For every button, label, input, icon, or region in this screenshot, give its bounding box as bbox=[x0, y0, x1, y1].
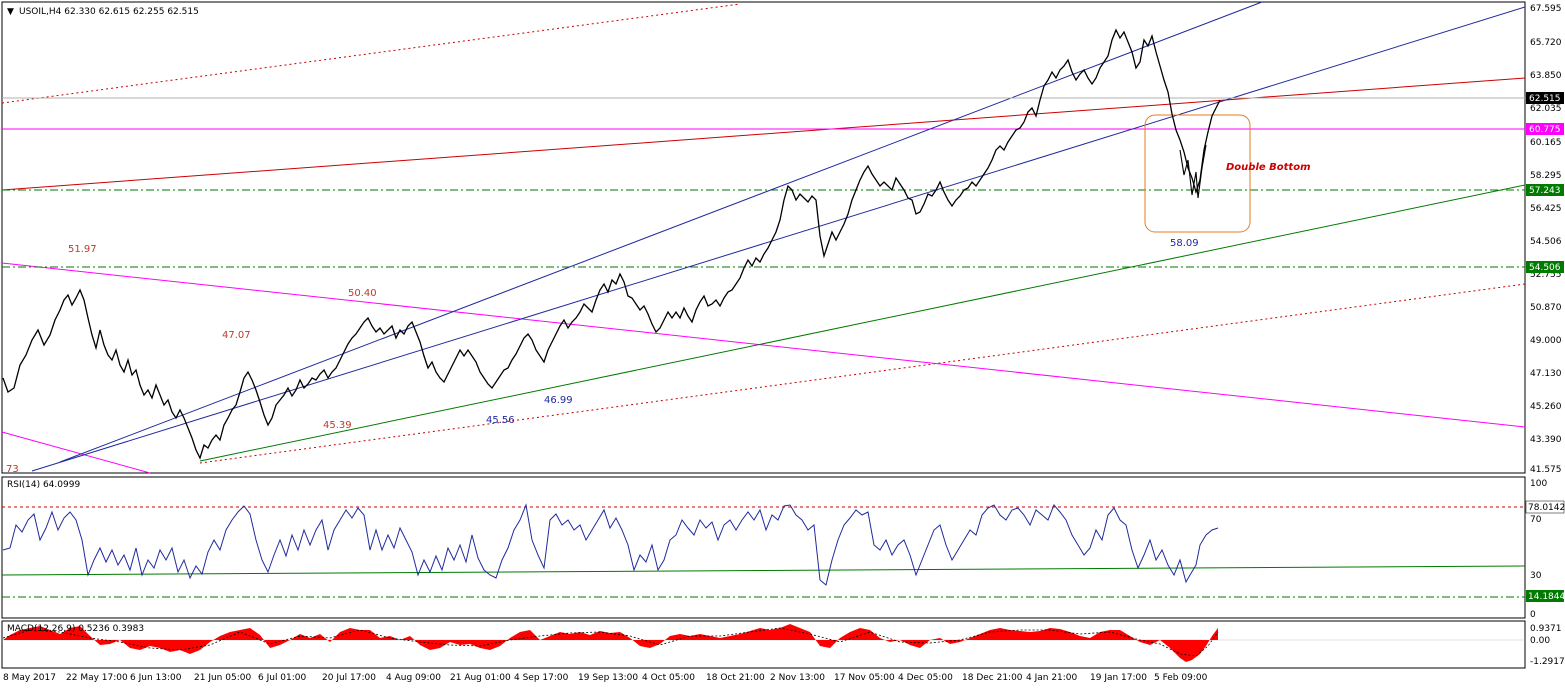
annotation-label: 46.99 bbox=[544, 395, 573, 406]
price-axis-label: 41.575 bbox=[1530, 465, 1562, 475]
double-bottom-wicks bbox=[1179, 144, 1207, 199]
rsi-axis-label: 70 bbox=[1530, 515, 1542, 525]
time-axis-label: 18 Dec 21:00 bbox=[962, 673, 1023, 683]
price-axis-label: 58.295 bbox=[1530, 171, 1562, 181]
time-axis-label: 5 Feb 09:00 bbox=[1154, 673, 1208, 683]
macd-title: MACD(12,26,9) 0.5236 0.3983 bbox=[7, 624, 144, 634]
rsi-axis-label: 30 bbox=[1530, 571, 1542, 581]
price-axis-label: 67.595 bbox=[1530, 4, 1562, 14]
symbol-title: USOIL,H4 62.330 62.615 62.255 62.515 bbox=[19, 7, 199, 17]
rsi-level-tag bbox=[1525, 500, 1565, 514]
rsi-panel[interactable] bbox=[1, 476, 1526, 619]
green-trendline bbox=[199, 184, 1526, 462]
time-axis-label: 4 Jan 21:00 bbox=[1026, 673, 1078, 683]
price-axis-label: 56.425 bbox=[1530, 204, 1562, 214]
level-tag bbox=[1526, 184, 1564, 196]
time-axis-label: 4 Aug 09:00 bbox=[386, 673, 441, 683]
price-axis-label: 47.130 bbox=[1530, 369, 1562, 379]
time-axis-label: 20 Jul 17:00 bbox=[322, 673, 376, 683]
annotation-label: 51.97 bbox=[68, 244, 97, 255]
channel-upper-line bbox=[59, 1, 1263, 463]
price-axis-label: 43.390 bbox=[1530, 435, 1562, 445]
rsi-axis-label: 0 bbox=[1530, 610, 1536, 620]
time-axis-label: 4 Dec 05:00 bbox=[898, 673, 953, 683]
annotation-label: 58.09 bbox=[1170, 238, 1199, 249]
time-axis-label: 19 Jan 17:00 bbox=[1090, 673, 1147, 683]
level-tag bbox=[1526, 123, 1564, 135]
price-axis-label: 62.035 bbox=[1530, 104, 1562, 114]
price-axis-label: 54.506 bbox=[1530, 237, 1562, 247]
time-axis-label: 4 Sep 17:00 bbox=[514, 673, 569, 683]
annotation-label: 73 bbox=[6, 464, 19, 475]
rsi-level-tag-text: 78.0142 bbox=[1528, 503, 1565, 513]
time-axis-label: 21 Aug 01:00 bbox=[450, 673, 511, 683]
time-axis-label: 2 Nov 13:00 bbox=[770, 673, 825, 683]
time-axis-label: 17 Nov 05:00 bbox=[834, 673, 895, 683]
time-axis-label: 6 Jun 13:00 bbox=[130, 673, 182, 683]
price-axis-label: 50.870 bbox=[1530, 303, 1562, 313]
price-axis-label: 63.850 bbox=[1530, 71, 1562, 81]
level-tag-text: 60.775 bbox=[1529, 125, 1561, 135]
rsi-series bbox=[2, 503, 1219, 586]
time-axis-label: 21 Jun 05:00 bbox=[194, 673, 251, 683]
price-axis-label: 45.260 bbox=[1530, 402, 1562, 412]
rsi-level-tag-text: 14.1844 bbox=[1528, 592, 1565, 602]
time-axis-label: 22 May 17:00 bbox=[66, 673, 128, 683]
time-axis-label: 19 Sep 13:00 bbox=[578, 673, 638, 683]
double-bottom-label: Double Bottom bbox=[1226, 162, 1310, 173]
price-axis-label: 65.720 bbox=[1530, 38, 1562, 48]
annotation-label: 47.07 bbox=[222, 330, 251, 341]
double-bottom-box bbox=[1144, 114, 1251, 233]
time-axis-label: 6 Jul 01:00 bbox=[258, 673, 307, 683]
upper-dashed-trendline bbox=[1, 3, 741, 104]
time-axis-label: 4 Oct 05:00 bbox=[642, 673, 695, 683]
price-axis-label: 52.755 bbox=[1530, 270, 1562, 280]
rsi-axis-label: 100 bbox=[1530, 479, 1547, 489]
time-axis-label: 18 Oct 21:00 bbox=[706, 673, 765, 683]
price-axis-label: 60.165 bbox=[1530, 138, 1562, 148]
price-axis-label: 49.000 bbox=[1530, 336, 1562, 346]
price-candles-series bbox=[2, 28, 1221, 460]
red-trendline bbox=[1, 77, 1526, 191]
level-tag-text: 54.506 bbox=[1529, 263, 1561, 273]
time-axis-label: 8 May 2017 bbox=[3, 673, 56, 683]
macd-axis-label: 0.00 bbox=[1530, 636, 1550, 646]
macd-axis-label: -1.2917 bbox=[1530, 657, 1565, 667]
rsi-trendline bbox=[1, 565, 1526, 576]
current-price-text: 62.515 bbox=[1529, 94, 1561, 104]
annotation-label: 50.40 bbox=[348, 288, 377, 299]
macd-panel[interactable] bbox=[1, 620, 1526, 669]
channel-lower-line bbox=[31, 6, 1526, 472]
annotation-label: 45.56 bbox=[486, 415, 515, 426]
price-axis: 67.595 65.720 63.850 62.035 60.165 58.29… bbox=[1526, 4, 1564, 475]
time-axis: 8 May 2017 22 May 17:00 6 Jun 13:00 21 J… bbox=[3, 673, 1208, 683]
magenta-trendline bbox=[1, 262, 1526, 428]
rsi-level-tag bbox=[1526, 590, 1564, 602]
annotation-label: 45.39 bbox=[323, 420, 352, 431]
rsi-title: RSI(14) 64.0999 bbox=[7, 480, 80, 490]
chart-collapse-icon[interactable]: ▼ bbox=[7, 7, 14, 17]
current-price-tag bbox=[1526, 92, 1564, 104]
level-tag bbox=[1526, 261, 1564, 273]
level-tag-text: 57.243 bbox=[1529, 186, 1561, 196]
magenta-short-trendline bbox=[1, 431, 151, 474]
macd-axis-label: 0.9371 bbox=[1530, 624, 1562, 634]
